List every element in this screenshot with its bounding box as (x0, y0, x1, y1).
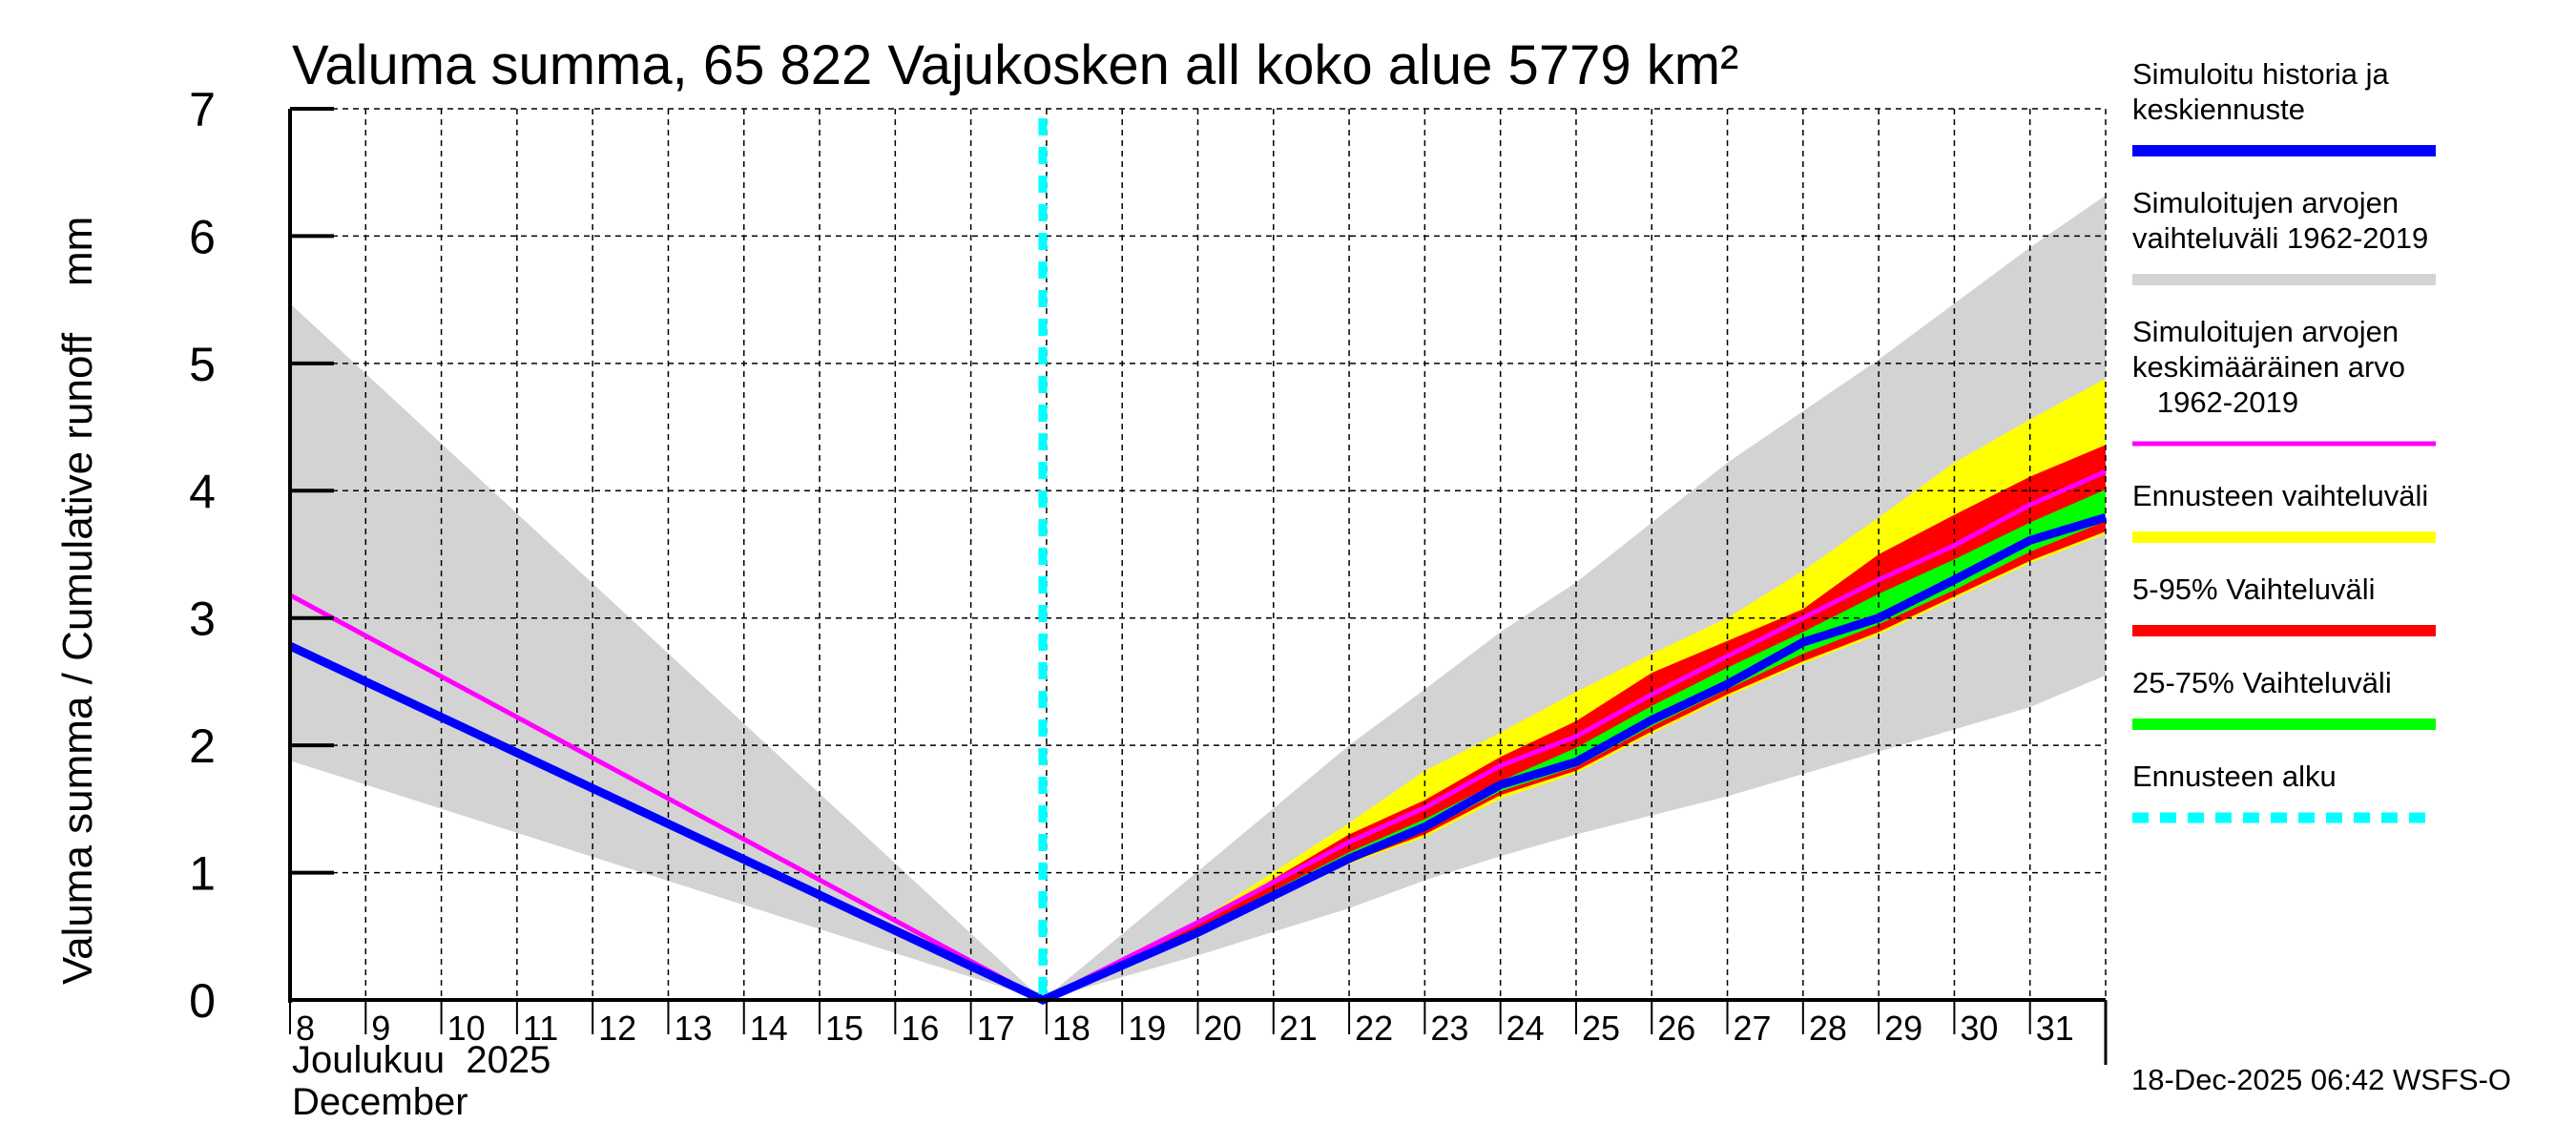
y-tick-label: 3 (189, 593, 216, 646)
x-tick-label: 9 (371, 1009, 390, 1048)
y-tick-label: 4 (189, 465, 216, 518)
x-tick-label: 16 (901, 1009, 939, 1048)
x-ticks: 8 9 10 11 12 13 14 15 16 17 18 19 20 21 22 23 24 25 26 27 28… (289, 1000, 2074, 1048)
legend-label: Simuloitujen arvojen (2132, 315, 2399, 348)
y-tick-label: 0 (189, 974, 216, 1028)
footer-timestamp: 18-Dec-2025 06:42 WSFS-O (2131, 1063, 2511, 1096)
y-axis-label: Valuma summa / Cumulative runoff mm (54, 217, 101, 985)
x-tick-label: 20 (1204, 1009, 1242, 1048)
line-simulated (288, 512, 2108, 1005)
y-tick-label: 7 (189, 83, 216, 136)
y-tick-label: 1 (189, 847, 216, 901)
x-tick-label: 11 (523, 1009, 558, 1048)
x-tick-label: 8 (296, 1009, 315, 1048)
y-tick-label: 2 (189, 719, 216, 773)
x-tick-label: 30 (1960, 1009, 1998, 1048)
x-tick-label: 28 (1809, 1009, 1847, 1048)
legend-label: 5-95% Vaihteluväli (2132, 572, 2375, 606)
legend-item: 5-95% Vaihteluväli (2132, 572, 2436, 636)
x-tick-label: 14 (750, 1009, 788, 1048)
legend: Simuloitu historia jakeskiennusteSimuloi… (2132, 57, 2436, 823)
y-tick-label: 6 (189, 210, 216, 263)
legend-label: Ennusteen vaihteluväli (2132, 479, 2428, 512)
legend-label: Ennusteen alku (2132, 760, 2337, 793)
line-hist-mean (288, 469, 2108, 1003)
x-tick-label: 23 (1430, 1009, 1468, 1048)
band-hist-range (290, 195, 2106, 1000)
legend-label: keskiennuste (2132, 93, 2305, 126)
y-ticks: 0 1 2 3 4 5 6 7 (189, 83, 334, 1028)
y-tick-label: 5 (189, 338, 216, 391)
x-axis-month-en: December (292, 1081, 468, 1123)
legend-label: 1962-2019 (2132, 385, 2298, 419)
grid-layer (290, 108, 2107, 1000)
x-tick-label: 21 (1279, 1009, 1318, 1048)
legend-label: Simuloitu historia ja (2132, 57, 2390, 91)
legend-item: Ennusteen alku (2132, 760, 2436, 823)
chart-title: Valuma summa, 65 822 Vajukosken all koko… (292, 34, 1738, 96)
x-tick-label: 29 (1884, 1009, 1922, 1048)
legend-label: 25-75% Vaihteluväli (2132, 666, 2392, 699)
x-tick-label: 15 (825, 1009, 863, 1048)
x-tick-label: 25 (1582, 1009, 1620, 1048)
legend-label: keskimääräinen arvo (2132, 350, 2405, 384)
x-tick-label: 12 (598, 1009, 636, 1048)
x-tick-label: 26 (1657, 1009, 1695, 1048)
x-tick-label: 24 (1506, 1009, 1545, 1048)
x-tick-label: 17 (977, 1009, 1015, 1048)
x-tick-label: 22 (1355, 1009, 1393, 1048)
legend-label: vaihteluväli 1962-2019 (2132, 221, 2428, 255)
band-forecast-range (1043, 378, 2106, 1000)
x-tick-label: 13 (674, 1009, 712, 1048)
legend-item: Ennusteen vaihteluväli (2132, 479, 2436, 543)
x-axis-month-fi: Joulukuu 2025 (292, 1039, 551, 1081)
x-tick-label: 27 (1734, 1009, 1772, 1048)
lines-layer (288, 118, 2108, 1005)
legend-item: 25-75% Vaihteluväli (2132, 666, 2436, 730)
x-tick-label: 31 (2036, 1009, 2074, 1048)
band-p25-75 (1043, 489, 2106, 1000)
legend-label: Simuloitujen arvojen (2132, 186, 2399, 219)
x-tick-label: 18 (1052, 1009, 1091, 1048)
x-tick-label: 19 (1128, 1009, 1166, 1048)
x-tick-label: 10 (447, 1009, 486, 1048)
